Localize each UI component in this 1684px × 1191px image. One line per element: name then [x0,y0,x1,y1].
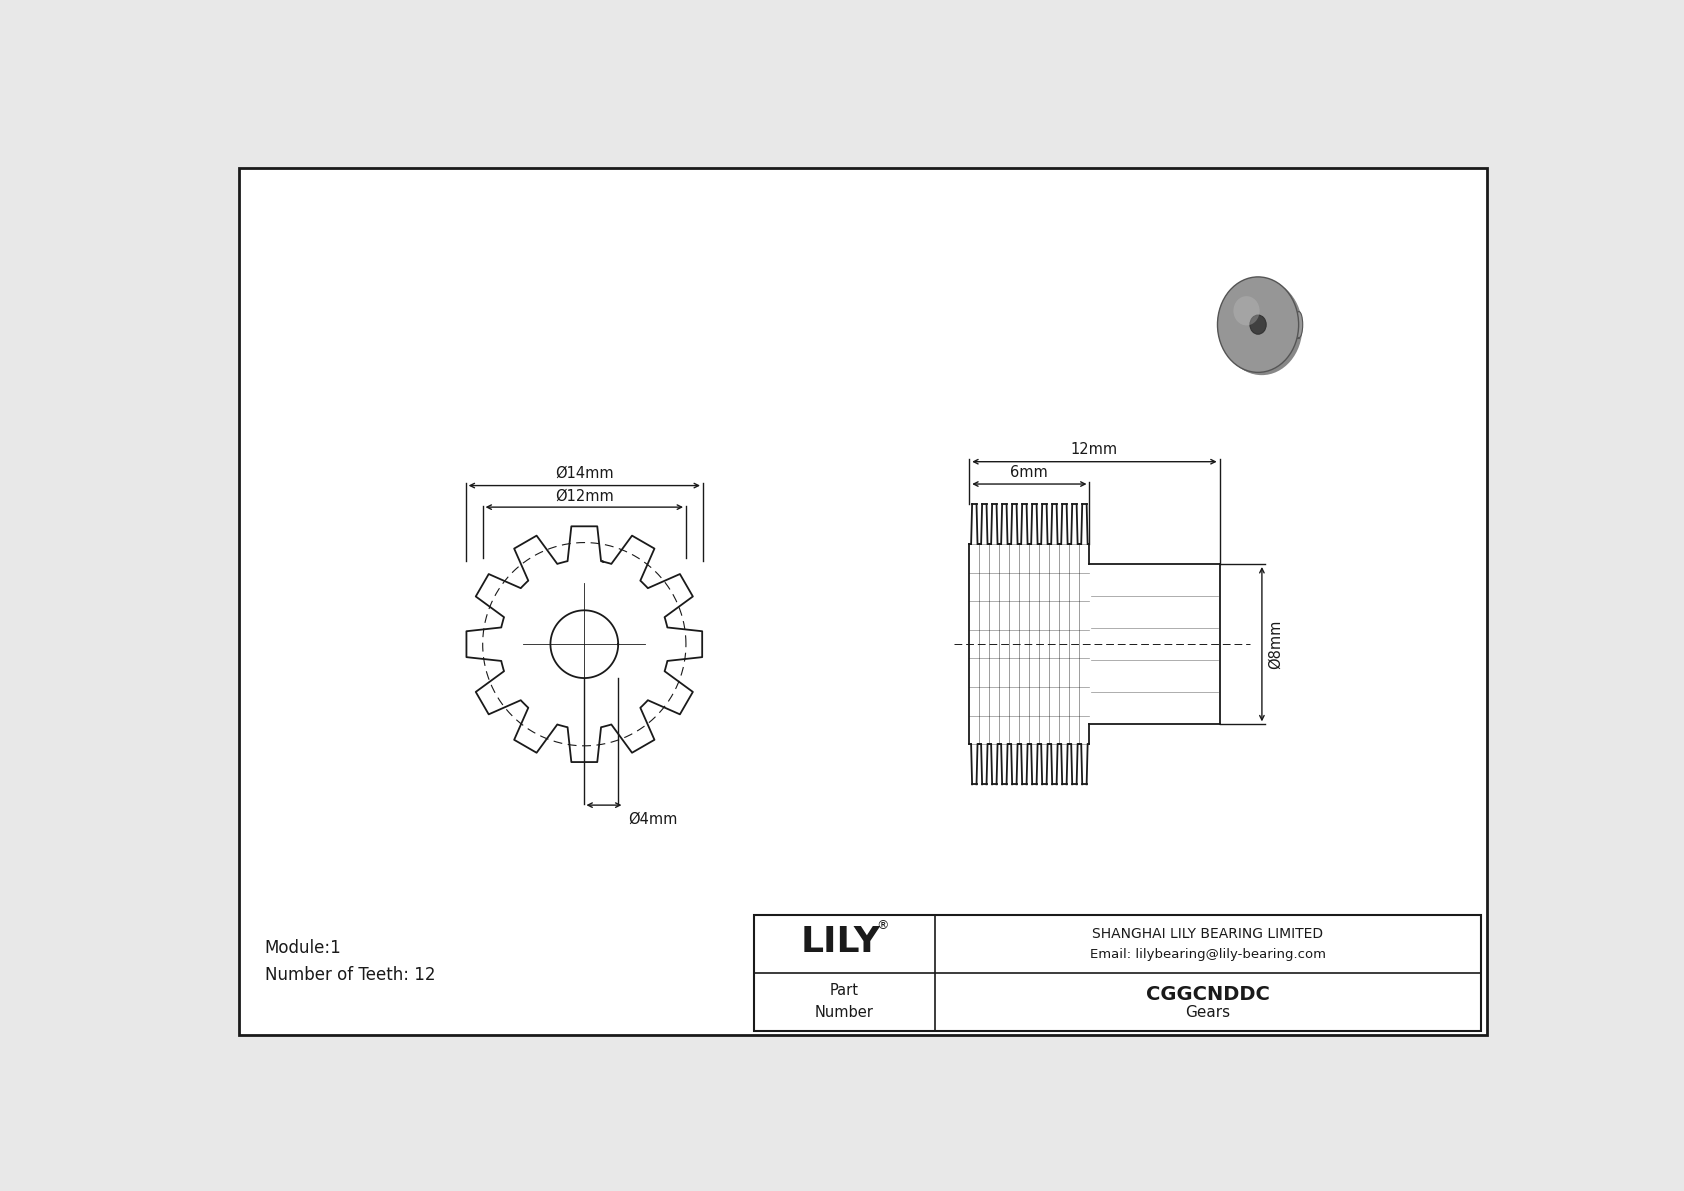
Text: Ø4mm: Ø4mm [628,811,677,827]
Ellipse shape [1224,299,1234,311]
Ellipse shape [1295,312,1303,338]
Ellipse shape [1251,360,1265,368]
Ellipse shape [1221,280,1302,375]
Ellipse shape [1282,299,1292,311]
Ellipse shape [1236,286,1248,295]
Text: SHANGHAI LILY BEARING LIMITED: SHANGHAI LILY BEARING LIMITED [1093,927,1324,941]
Ellipse shape [1236,354,1248,363]
Ellipse shape [1224,338,1234,350]
Ellipse shape [1219,279,1302,374]
Ellipse shape [1282,338,1292,350]
Ellipse shape [1287,318,1295,331]
Bar [1260,312,1298,338]
Text: 12mm: 12mm [1071,442,1118,457]
Ellipse shape [1221,318,1229,331]
Ellipse shape [1219,278,1300,373]
Bar [754,915,1482,1030]
Text: Module:1: Module:1 [264,940,342,958]
Text: Part
Number: Part Number [815,984,874,1021]
Ellipse shape [1270,286,1280,295]
Text: Ø14mm: Ø14mm [556,466,613,481]
Text: Ø12mm: Ø12mm [556,488,613,504]
Text: ®: ® [877,919,889,933]
Text: LILY: LILY [800,924,881,959]
Text: Number of Teeth: 12: Number of Teeth: 12 [264,966,434,984]
Ellipse shape [1218,276,1298,373]
Ellipse shape [1218,276,1298,373]
Text: Ø8mm: Ø8mm [1268,619,1283,669]
Text: 6mm: 6mm [1010,466,1047,480]
Ellipse shape [1250,316,1266,335]
Ellipse shape [1233,297,1260,325]
Ellipse shape [1251,281,1265,289]
Text: CGGCNDDC: CGGCNDDC [1147,985,1270,1004]
Ellipse shape [1270,354,1280,363]
Text: Gears: Gears [1186,1005,1231,1021]
Text: Email: lilybearing@lily-bearing.com: Email: lilybearing@lily-bearing.com [1090,948,1325,961]
